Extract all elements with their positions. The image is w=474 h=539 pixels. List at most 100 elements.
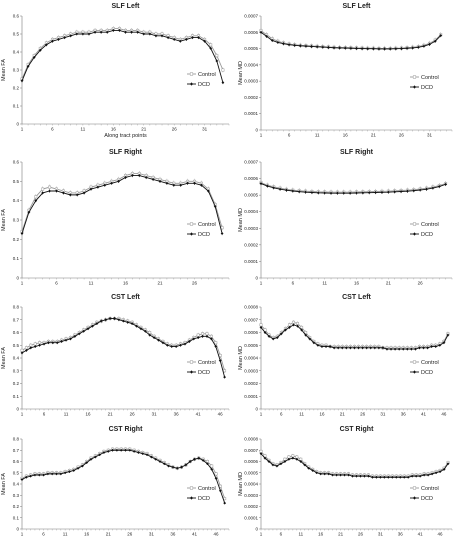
data-point xyxy=(298,44,302,48)
data-point xyxy=(55,472,58,476)
data-point xyxy=(343,473,346,477)
y-tick-label: 0 xyxy=(16,276,19,281)
data-point xyxy=(398,475,402,479)
y-tick-label: 0.0001 xyxy=(244,394,258,399)
data-point xyxy=(401,347,405,351)
data-point xyxy=(68,470,71,474)
data-point xyxy=(119,448,123,452)
data-point xyxy=(75,193,79,197)
data-point xyxy=(299,457,303,461)
data-point xyxy=(77,332,81,336)
data-point xyxy=(89,457,93,461)
data-point xyxy=(124,448,127,452)
data-point xyxy=(316,191,320,195)
y-tick-label: 0.8 xyxy=(13,305,20,310)
data-point xyxy=(148,333,152,337)
data-point xyxy=(394,475,398,479)
data-point xyxy=(46,472,50,476)
x-tick-label: 16 xyxy=(86,412,92,417)
x-tick-label: 21 xyxy=(141,127,147,132)
data-point xyxy=(335,473,339,477)
data-point xyxy=(412,189,416,193)
y-axis-label: Mean MD xyxy=(238,208,244,232)
data-point xyxy=(336,191,339,195)
data-point xyxy=(285,188,288,192)
legend-label: Control xyxy=(198,360,216,366)
y-tick-label: 0.0006 xyxy=(244,30,258,35)
y-tick-label: 0.3 xyxy=(13,218,20,223)
data-point xyxy=(349,46,353,50)
y-axis-label: Mean MD xyxy=(238,346,244,370)
data-point xyxy=(42,342,46,346)
y-tick-label: 0.0002 xyxy=(244,381,258,386)
x-tick-label: 16 xyxy=(319,412,325,417)
legend-label: Control xyxy=(421,222,439,228)
y-tick-label: 0.6 xyxy=(13,459,20,464)
data-point xyxy=(214,345,218,348)
x-tick-label: 11 xyxy=(81,127,86,132)
data-point xyxy=(186,181,189,185)
y-tick-label: 0.0007 xyxy=(244,160,258,165)
data-point xyxy=(174,345,178,348)
data-point xyxy=(223,501,227,505)
chart-panel-0: SLF Left Mean FA Along tract points 0 0.1 0.2… xyxy=(1,3,230,139)
data-point xyxy=(38,48,42,52)
data-point xyxy=(145,453,149,457)
data-point xyxy=(332,346,336,350)
data-point xyxy=(336,346,340,350)
data-point xyxy=(380,190,384,194)
data-point xyxy=(76,466,80,470)
x-tick-label: 6 xyxy=(280,532,283,537)
data-point xyxy=(409,347,413,351)
data-point xyxy=(389,347,393,351)
y-tick-label: 0.0003 xyxy=(244,368,258,373)
data-point xyxy=(291,189,295,193)
data-point xyxy=(80,464,84,468)
data-point xyxy=(158,460,162,463)
data-point xyxy=(434,345,438,348)
chart-panel-1: SLF Left Mean MD 0 0.0001 0.0002 0.0003 0.0004… xyxy=(238,3,453,138)
data-point xyxy=(338,46,342,50)
data-point xyxy=(323,472,327,476)
y-tick-label: 0.5 xyxy=(13,343,20,348)
data-point xyxy=(41,191,45,195)
y-tick-label: 0.5 xyxy=(13,32,20,37)
data-point xyxy=(117,318,121,322)
data-point xyxy=(373,346,377,350)
x-tick-label: 16 xyxy=(123,281,129,286)
data-point xyxy=(393,347,397,351)
data-point xyxy=(406,189,409,193)
y-tick-label: 0.0002 xyxy=(244,504,258,509)
data-point xyxy=(175,466,179,470)
x-tick-label: 26 xyxy=(358,532,364,537)
legend-marker xyxy=(412,370,417,374)
legend-label: DCD xyxy=(421,496,433,502)
data-point xyxy=(183,342,187,346)
legend-label: Control xyxy=(198,72,216,78)
data-point xyxy=(438,470,442,474)
x-tick-label: 41 xyxy=(192,532,198,537)
data-point xyxy=(215,54,219,58)
data-point xyxy=(75,32,79,36)
y-tick-label: 0.0007 xyxy=(244,317,258,322)
y-tick-label: 0.0003 xyxy=(244,226,258,231)
data-point xyxy=(304,44,308,48)
data-point xyxy=(162,462,166,466)
data-point xyxy=(27,210,31,214)
data-point xyxy=(311,469,315,472)
data-point xyxy=(361,346,364,350)
data-point xyxy=(304,333,308,337)
data-point xyxy=(59,472,63,476)
data-point xyxy=(20,351,24,355)
x-tick-label: 41 xyxy=(421,412,427,417)
data-point xyxy=(115,448,119,452)
data-point xyxy=(394,47,398,51)
y-axis-label: Mean FA xyxy=(1,59,7,81)
data-point xyxy=(139,327,143,331)
data-point xyxy=(291,454,295,458)
data-point xyxy=(360,47,364,50)
y-tick-label: 0.2 xyxy=(13,237,20,242)
data-point xyxy=(279,462,283,466)
